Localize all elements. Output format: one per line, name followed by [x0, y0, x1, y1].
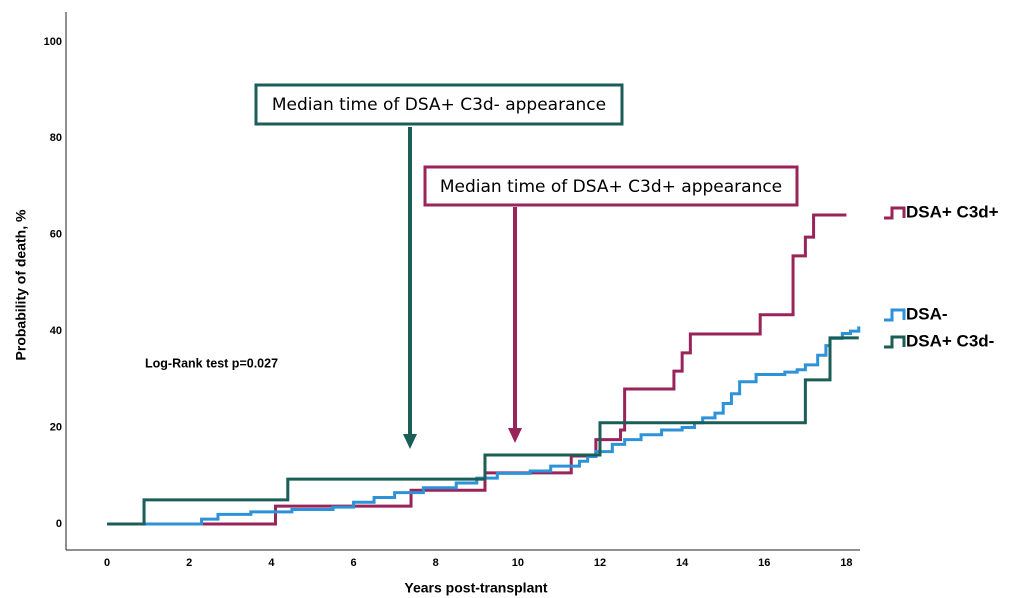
- x-tick-label: 18: [840, 557, 852, 569]
- y-tick-label: 100: [44, 36, 62, 48]
- arrow-head: [403, 434, 417, 449]
- x-tick-label: 6: [350, 557, 356, 569]
- y-tick-label: 80: [50, 132, 62, 144]
- legend-icon: [884, 308, 906, 322]
- legend-label: DSA+ C3d+: [906, 202, 999, 221]
- series-line: [107, 213, 847, 526]
- annotation: Median time of DSA+ C3d- appearance: [272, 95, 606, 115]
- x-tick-label: 2: [186, 557, 192, 569]
- series-line: [107, 336, 859, 526]
- x-tick-label: 8: [433, 557, 439, 569]
- y-tick-label: 60: [50, 229, 62, 241]
- x-tick-label: 4: [268, 557, 275, 569]
- x-tick-label: 14: [676, 557, 689, 569]
- x-tick-label: 12: [594, 557, 606, 569]
- x-tick-label: 16: [758, 557, 770, 569]
- x-tick-label: 0: [104, 557, 110, 569]
- legend-label: DSA+ C3d-: [906, 331, 994, 350]
- annotation-box: [423, 165, 799, 207]
- x-axis-title: Years post-transplant: [404, 580, 547, 596]
- stat-note: Log-Rank test p=0.027: [145, 356, 278, 370]
- x-tick-label: 10: [512, 557, 524, 569]
- arrow-head: [508, 428, 522, 443]
- y-tick-label: 0: [56, 518, 62, 530]
- y-axis-title: Probability of death, %: [13, 209, 29, 360]
- legend-icon: [884, 335, 906, 349]
- legend-icon: [884, 206, 906, 220]
- series-line: [107, 326, 861, 526]
- legend-label: DSA-: [906, 304, 948, 323]
- y-tick-label: 20: [50, 421, 62, 433]
- annotation-box: [254, 83, 624, 126]
- y-tick-label: 40: [50, 325, 62, 337]
- annotation: Median time of DSA+ C3d+ appearance: [440, 177, 782, 197]
